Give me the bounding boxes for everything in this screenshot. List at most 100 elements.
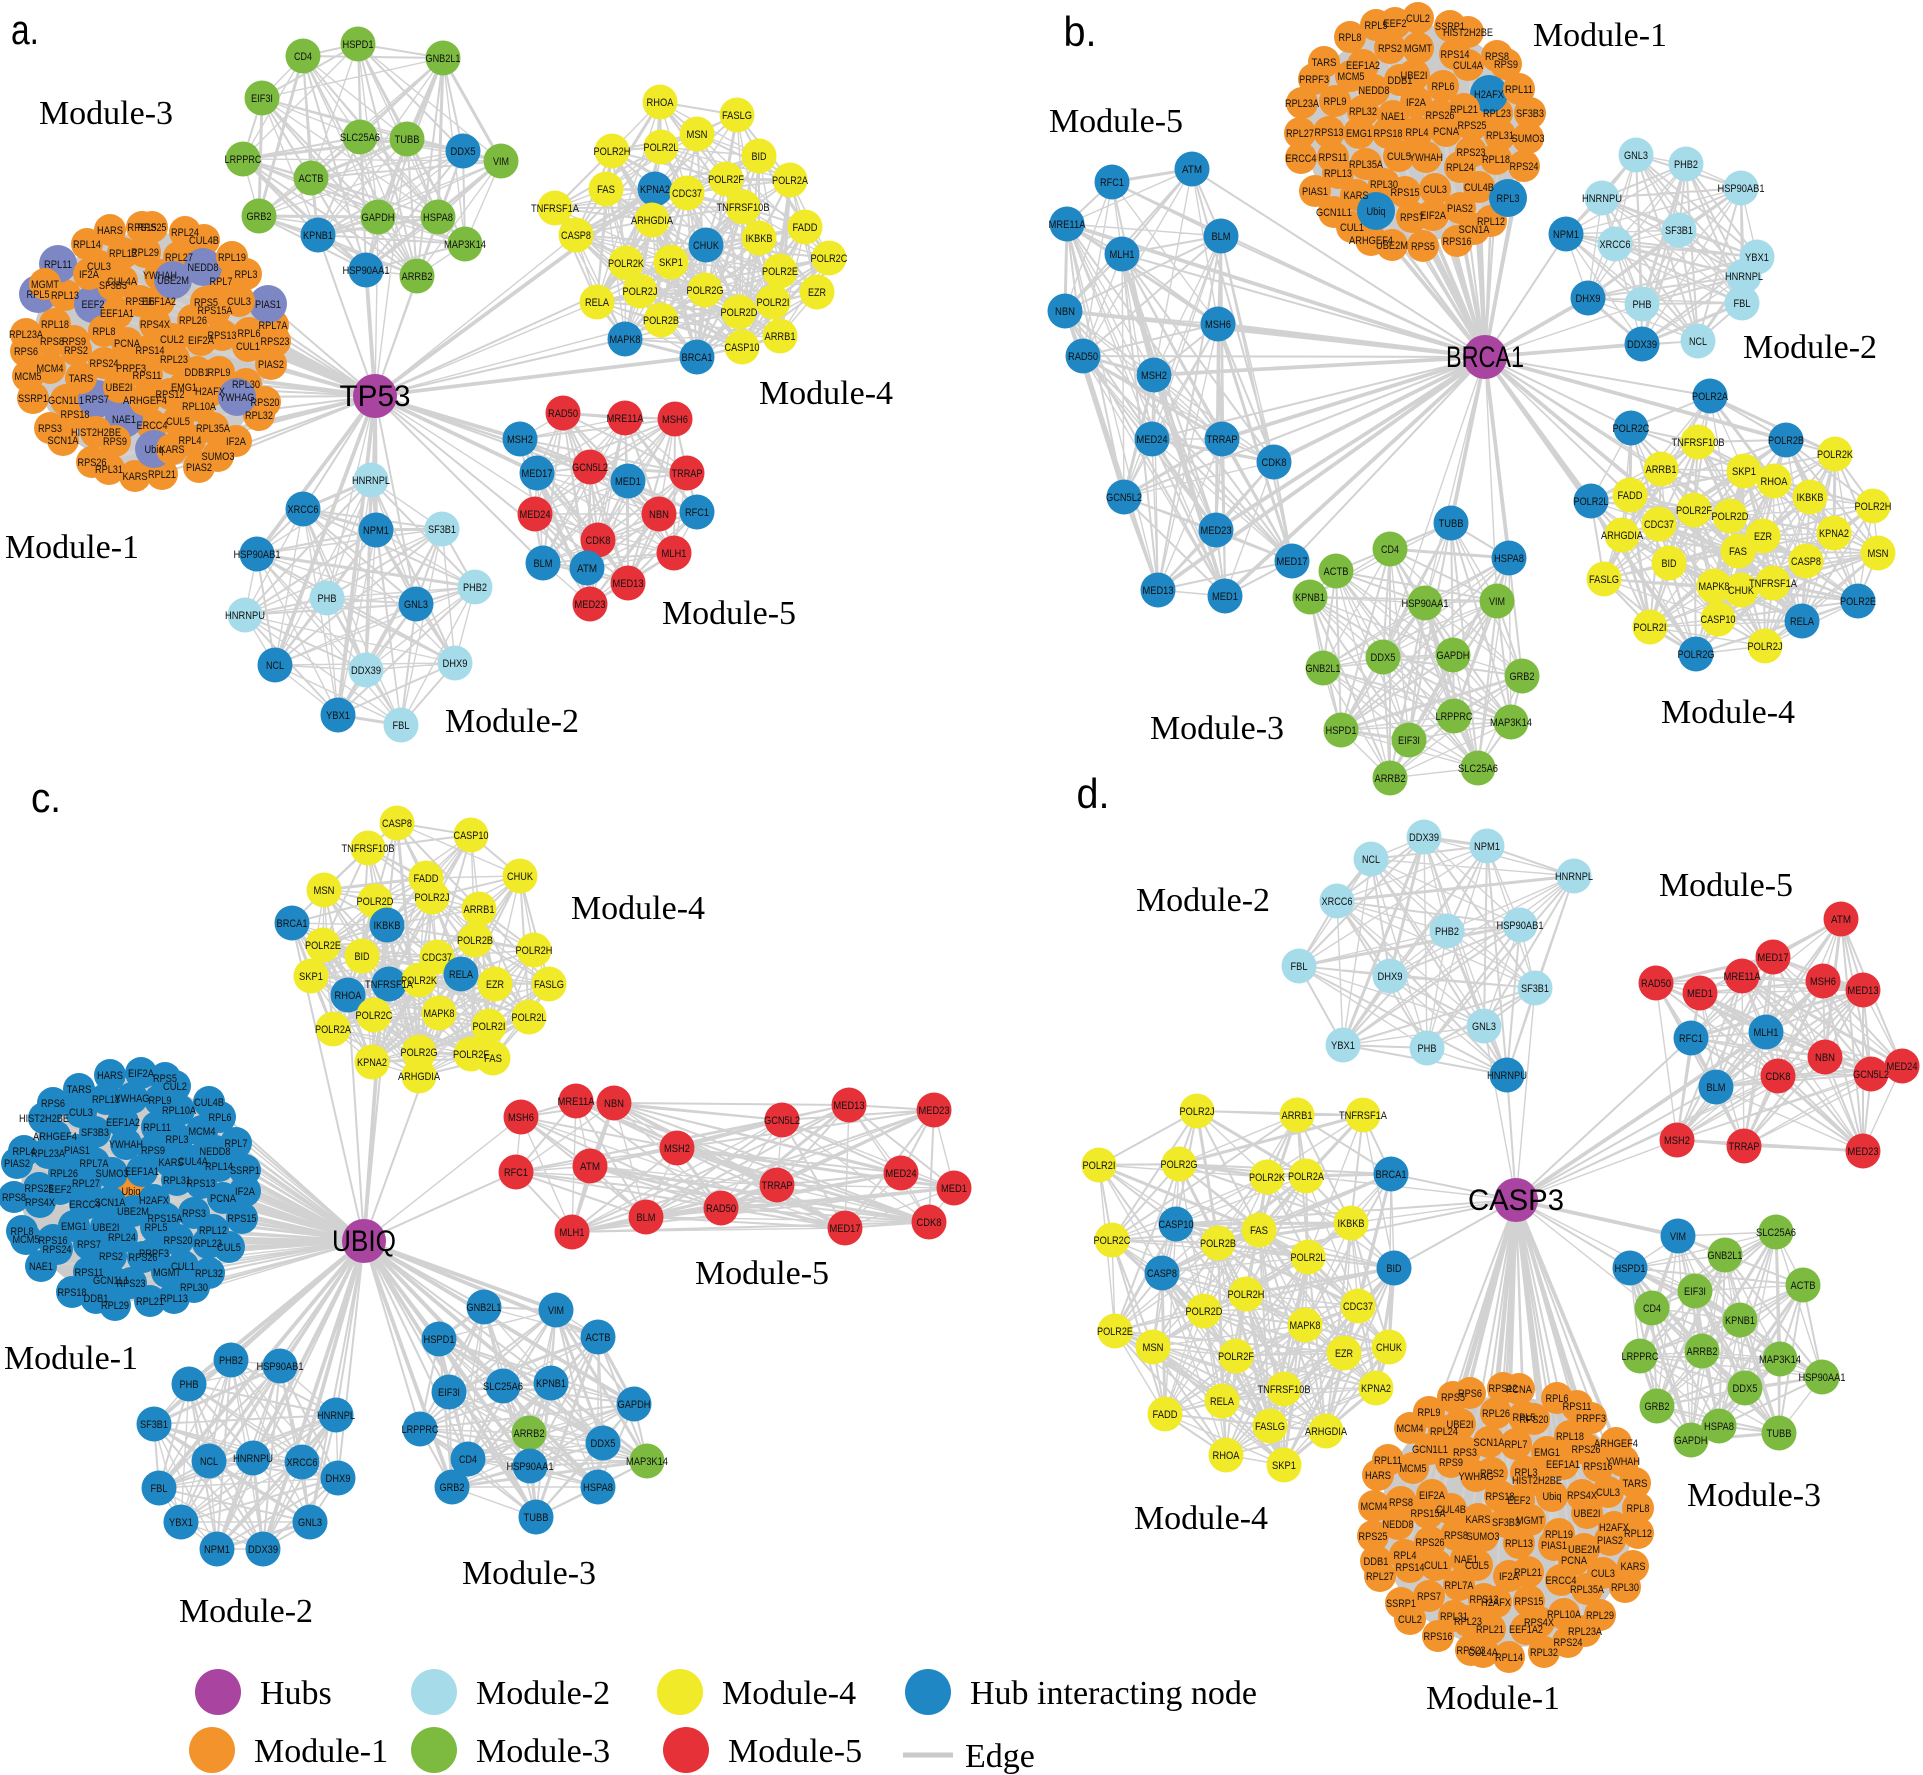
svg-text:RPS3: RPS3	[1453, 1447, 1477, 1459]
svg-text:NBN: NBN	[1815, 1052, 1835, 1064]
svg-text:POLR2I: POLR2I	[473, 1021, 506, 1033]
svg-text:GRB2: GRB2	[440, 1482, 465, 1494]
svg-text:MGMT: MGMT	[31, 279, 59, 291]
svg-text:YBX1: YBX1	[169, 1517, 193, 1529]
svg-text:RPL6: RPL6	[1432, 81, 1455, 93]
svg-text:RPL11: RPL11	[1374, 1455, 1402, 1467]
svg-text:DDX39: DDX39	[351, 665, 381, 677]
svg-text:CD4: CD4	[459, 1454, 477, 1466]
svg-text:TNFRSF10B: TNFRSF10B	[1672, 437, 1725, 449]
svg-text:MSH2: MSH2	[1141, 370, 1167, 382]
svg-text:RPL18: RPL18	[1482, 154, 1510, 166]
svg-text:MLH1: MLH1	[1754, 1027, 1779, 1039]
svg-text:SLC25A6: SLC25A6	[1458, 763, 1498, 775]
svg-text:RELA: RELA	[1210, 1396, 1235, 1408]
svg-text:DDB1: DDB1	[84, 1293, 109, 1305]
svg-text:FAS: FAS	[1250, 1225, 1268, 1237]
svg-text:ACTB: ACTB	[586, 1332, 611, 1344]
svg-text:IKBKB: IKBKB	[1797, 492, 1824, 504]
svg-text:TRRAP: TRRAP	[1729, 1141, 1760, 1153]
svg-text:RPL18: RPL18	[92, 1094, 120, 1106]
svg-text:SKP1: SKP1	[1272, 1460, 1296, 1472]
svg-text:Ubiq: Ubiq	[122, 1186, 141, 1198]
svg-text:TUBB: TUBB	[395, 134, 420, 146]
svg-text:HSP90AA1: HSP90AA1	[343, 265, 390, 277]
svg-text:POLR2B: POLR2B	[457, 935, 493, 947]
svg-text:CUL4A: CUL4A	[178, 1156, 209, 1168]
svg-text:POLR2C: POLR2C	[811, 253, 848, 265]
svg-text:Hub interacting node: Hub interacting node	[970, 1675, 1257, 1712]
svg-text:CUL4B: CUL4B	[189, 235, 219, 247]
svg-text:ERCC4: ERCC4	[1286, 153, 1317, 165]
svg-text:POLR2K: POLR2K	[608, 258, 645, 270]
svg-text:RELA: RELA	[585, 297, 610, 309]
svg-text:RHOA: RHOA	[1761, 476, 1789, 488]
svg-text:SLC25A6: SLC25A6	[340, 132, 380, 144]
svg-text:RPL35A: RPL35A	[1349, 159, 1384, 171]
svg-text:CD4: CD4	[294, 51, 312, 63]
svg-text:CUL4A: CUL4A	[1453, 60, 1484, 72]
svg-text:POLR2I: POLR2I	[757, 297, 790, 309]
svg-text:RPS2: RPS2	[1378, 43, 1402, 55]
svg-text:CUL4A: CUL4A	[1468, 1647, 1499, 1659]
svg-text:DDX5: DDX5	[451, 146, 476, 158]
svg-text:TNFRSF1A: TNFRSF1A	[1749, 578, 1798, 590]
svg-text:ARRB2: ARRB2	[1375, 773, 1406, 785]
svg-text:EIF3I: EIF3I	[438, 1387, 460, 1399]
svg-text:RPS20: RPS20	[1520, 1414, 1549, 1426]
svg-text:HIST2H2BE: HIST2H2BE	[19, 1113, 69, 1125]
svg-text:SF3B1: SF3B1	[428, 524, 456, 536]
svg-text:HARS: HARS	[1365, 1470, 1391, 1482]
svg-text:FBL: FBL	[1734, 298, 1751, 310]
svg-text:RPL9: RPL9	[149, 1095, 172, 1107]
svg-text:RPS9: RPS9	[103, 436, 127, 448]
svg-text:MED23: MED23	[919, 1105, 950, 1117]
svg-text:TARS: TARS	[1623, 1478, 1648, 1490]
svg-text:RPS15A: RPS15A	[1411, 1508, 1447, 1520]
svg-text:BLM: BLM	[637, 1212, 656, 1224]
svg-text:CUL1: CUL1	[1340, 222, 1364, 234]
svg-text:FBL: FBL	[151, 1483, 168, 1495]
svg-text:CUL3: CUL3	[1423, 184, 1447, 196]
svg-text:XRCC6: XRCC6	[1600, 239, 1631, 251]
svg-text:CASP10: CASP10	[454, 830, 489, 842]
svg-text:CASP8: CASP8	[561, 230, 591, 242]
svg-text:RPL29: RPL29	[131, 247, 159, 259]
svg-text:RELA: RELA	[449, 969, 474, 981]
svg-text:EMG1: EMG1	[171, 382, 197, 394]
svg-text:ERCC4: ERCC4	[70, 1199, 101, 1211]
svg-text:NBN: NBN	[649, 509, 669, 521]
svg-text:POLR2D: POLR2D	[1712, 511, 1749, 523]
svg-text:RPS11: RPS11	[1563, 1401, 1592, 1413]
svg-text:POLR2F: POLR2F	[453, 1049, 489, 1061]
svg-text:POLR2D: POLR2D	[357, 896, 394, 908]
svg-text:MLH1: MLH1	[662, 548, 687, 560]
svg-text:RPL9: RPL9	[1418, 1407, 1441, 1419]
svg-text:MED1: MED1	[1687, 988, 1713, 1000]
svg-text:SKP1: SKP1	[659, 257, 683, 269]
svg-text:EIF3I: EIF3I	[251, 93, 273, 105]
svg-text:GNL3: GNL3	[298, 1517, 322, 1529]
svg-text:GAPDH: GAPDH	[1675, 1435, 1708, 1447]
svg-text:YBX1: YBX1	[326, 710, 350, 722]
svg-text:BID: BID	[1387, 1263, 1402, 1275]
svg-text:SSRP1: SSRP1	[230, 1165, 260, 1177]
svg-text:PCNA: PCNA	[1561, 1555, 1588, 1567]
svg-text:VIM: VIM	[548, 1305, 564, 1317]
svg-text:POLR2E: POLR2E	[762, 266, 798, 278]
svg-text:DDX5: DDX5	[591, 1438, 616, 1450]
svg-text:RPL23: RPL23	[160, 354, 188, 366]
svg-text:RPS20: RPS20	[164, 1235, 193, 1247]
svg-text:POLR2F: POLR2F	[1676, 505, 1712, 517]
svg-text:RPS4X: RPS4X	[140, 319, 171, 331]
svg-text:Module-2: Module-2	[179, 1593, 313, 1630]
svg-text:GAPDH: GAPDH	[362, 212, 395, 224]
svg-text:RAD50: RAD50	[1641, 978, 1671, 990]
svg-text:RPS9: RPS9	[141, 1145, 165, 1157]
svg-text:POLR2J: POLR2J	[623, 286, 658, 298]
svg-text:RPS23: RPS23	[1457, 147, 1486, 159]
svg-text:CDC37: CDC37	[422, 952, 452, 964]
svg-text:POLR2A: POLR2A	[1288, 1171, 1325, 1183]
svg-text:RPS6: RPS6	[41, 1098, 65, 1110]
svg-text:RPS7: RPS7	[85, 394, 109, 406]
